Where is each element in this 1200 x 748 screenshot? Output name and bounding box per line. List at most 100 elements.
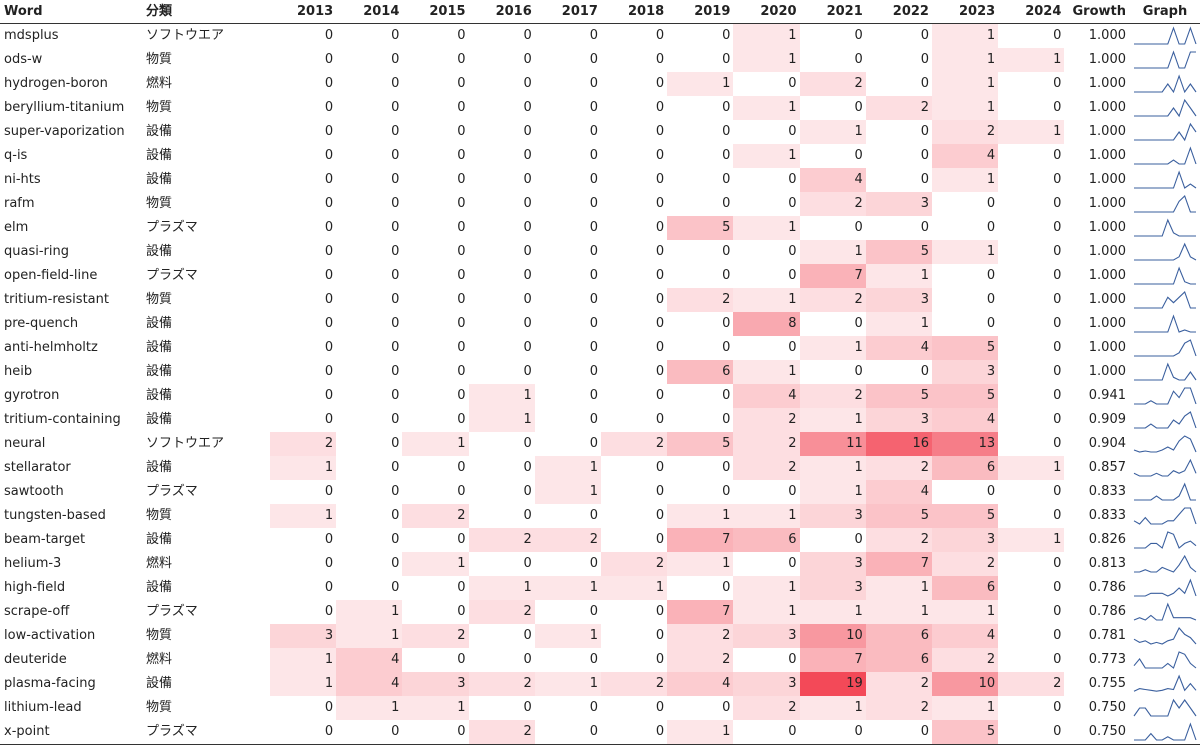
word-cell[interactable]: mdsplus <box>4 28 59 43</box>
count-cell-2018[interactable]: 2 <box>601 672 668 696</box>
count-cell-2021[interactable]: 1 <box>799 456 866 480</box>
header-year-2013[interactable]: 2013 <box>297 4 334 19</box>
growth-cell[interactable]: 1.000 <box>1088 100 1126 115</box>
count-cell-2015[interactable]: 0 <box>457 220 466 235</box>
header-year-2018[interactable]: 2018 <box>628 4 665 19</box>
count-cell-2013[interactable]: 0 <box>324 124 334 139</box>
count-cell-2020[interactable]: 0 <box>788 172 797 187</box>
count-cell-2018[interactable]: 0 <box>655 724 665 739</box>
count-cell-2017[interactable]: 0 <box>589 124 598 139</box>
category-cell[interactable]: ソフトウエア <box>146 28 225 43</box>
header-year-2023[interactable]: 2023 <box>959 4 996 19</box>
count-cell-2019[interactable]: 0 <box>722 340 731 355</box>
count-cell-2018[interactable]: 0 <box>655 52 665 67</box>
growth-cell[interactable]: 1.000 <box>1088 292 1126 307</box>
count-cell-2023[interactable]: 0 <box>986 268 996 283</box>
count-cell-2022[interactable]: 0 <box>920 52 929 67</box>
header-year-2022[interactable]: 2022 <box>892 4 929 19</box>
count-cell-2020[interactable]: 4 <box>733 384 800 408</box>
count-cell-2022[interactable]: 4 <box>865 480 932 504</box>
category-cell[interactable]: 設備 <box>146 364 173 379</box>
count-cell-2015[interactable]: 0 <box>457 148 466 163</box>
count-cell-2013[interactable]: 0 <box>324 580 334 595</box>
growth-cell[interactable]: 0.826 <box>1088 532 1126 547</box>
count-cell-2021[interactable]: 0 <box>854 220 863 235</box>
count-cell-2016[interactable]: 1 <box>468 576 535 600</box>
count-cell-2017[interactable]: 0 <box>589 52 598 67</box>
count-cell-2020[interactable]: 0 <box>788 652 797 667</box>
count-cell-2015[interactable]: 0 <box>457 388 466 403</box>
count-cell-2018[interactable]: 0 <box>655 628 665 643</box>
count-cell-2013[interactable]: 0 <box>324 340 334 355</box>
count-cell-2017[interactable]: 0 <box>589 28 598 43</box>
table-row[interactable]: lithium-lead 物質 0 1 1 0 0 0 0 2 1 2 1 0 0.750 <box>0 696 1200 720</box>
count-cell-2020[interactable]: 2 <box>733 408 800 432</box>
growth-cell[interactable]: 1.000 <box>1088 172 1126 187</box>
count-cell-2015[interactable]: 1 <box>402 696 469 720</box>
count-cell-2014[interactable]: 0 <box>391 436 400 451</box>
growth-cell[interactable]: 1.000 <box>1088 244 1126 259</box>
count-cell-2016[interactable]: 0 <box>523 484 532 499</box>
word-cell[interactable]: neural <box>4 436 46 451</box>
count-cell-2019[interactable]: 0 <box>722 580 731 595</box>
count-cell-2019[interactable]: 1 <box>667 720 734 744</box>
category-cell[interactable]: 設備 <box>146 676 173 691</box>
word-cell[interactable]: lithium-lead <box>4 700 82 715</box>
category-cell[interactable]: 設備 <box>146 148 173 163</box>
count-cell-2015[interactable]: 0 <box>457 292 466 307</box>
count-cell-2020[interactable]: 1 <box>733 576 800 600</box>
count-cell-2014[interactable]: 0 <box>391 76 400 91</box>
count-cell-2023[interactable]: 1 <box>932 72 999 96</box>
count-cell-2023[interactable]: 1 <box>932 48 999 72</box>
header-year-2019[interactable]: 2019 <box>694 4 731 19</box>
count-cell-2015[interactable]: 0 <box>457 340 466 355</box>
table-row[interactable]: tungsten-based 物質 1 0 2 0 0 0 1 1 3 5 5 0 0.833 <box>0 504 1200 528</box>
count-cell-2019[interactable]: 1 <box>667 72 734 96</box>
count-cell-2015[interactable]: 0 <box>457 460 466 475</box>
count-cell-2021[interactable]: 2 <box>799 288 866 312</box>
count-cell-2015[interactable]: 0 <box>457 196 466 211</box>
category-cell[interactable]: プラズマ <box>146 724 198 739</box>
count-cell-2019[interactable]: 0 <box>722 52 731 67</box>
count-cell-2016[interactable]: 0 <box>523 268 532 283</box>
count-cell-2014[interactable]: 0 <box>391 724 400 739</box>
growth-cell[interactable]: 1.000 <box>1088 124 1126 139</box>
table-row[interactable]: ods-w 物質 0 0 0 0 0 0 0 1 0 0 1 1 1.000 <box>0 48 1200 72</box>
table-row[interactable]: deuteride 燃料 1 4 0 0 0 0 2 0 7 6 2 0 0.773 <box>0 648 1200 672</box>
count-cell-2015[interactable]: 0 <box>457 652 466 667</box>
count-cell-2017[interactable]: 0 <box>589 724 598 739</box>
count-cell-2020[interactable]: 1 <box>733 360 800 384</box>
count-cell-2023[interactable]: 10 <box>932 672 999 696</box>
word-cell[interactable]: sawtooth <box>4 484 64 499</box>
count-cell-2013[interactable]: 0 <box>324 556 334 571</box>
count-cell-2021[interactable]: 0 <box>854 364 863 379</box>
category-cell[interactable]: 設備 <box>146 580 173 595</box>
word-cell[interactable]: open-field-line <box>4 268 98 283</box>
count-cell-2024[interactable]: 0 <box>1053 316 1062 331</box>
count-cell-2020[interactable]: 8 <box>733 312 800 336</box>
count-cell-2018[interactable]: 0 <box>655 196 665 211</box>
count-cell-2015[interactable]: 0 <box>457 28 466 43</box>
word-cell[interactable]: anti-helmholtz <box>4 340 98 355</box>
count-cell-2016[interactable]: 0 <box>523 28 532 43</box>
count-cell-2013[interactable]: 0 <box>324 700 334 715</box>
count-cell-2013[interactable]: 0 <box>324 196 334 211</box>
count-cell-2014[interactable]: 0 <box>391 268 400 283</box>
count-cell-2014[interactable]: 0 <box>391 100 400 115</box>
count-cell-2019[interactable]: 0 <box>722 412 731 427</box>
table-row[interactable]: x-point プラズマ 0 0 0 2 0 0 1 0 0 0 5 0 0.750 <box>0 720 1200 744</box>
count-cell-2013[interactable]: 0 <box>324 388 334 403</box>
count-cell-2022[interactable]: 3 <box>865 288 932 312</box>
count-cell-2015[interactable]: 2 <box>402 624 469 648</box>
count-cell-2021[interactable]: 0 <box>854 148 863 163</box>
count-cell-2024[interactable]: 0 <box>1053 724 1062 739</box>
count-cell-2013[interactable]: 0 <box>324 292 334 307</box>
count-cell-2017[interactable]: 0 <box>589 340 598 355</box>
count-cell-2018[interactable]: 2 <box>601 432 668 456</box>
growth-cell[interactable]: 0.813 <box>1088 556 1126 571</box>
count-cell-2015[interactable]: 0 <box>457 268 466 283</box>
count-cell-2017[interactable]: 0 <box>589 268 598 283</box>
count-cell-2019[interactable]: 6 <box>667 360 734 384</box>
count-cell-2022[interactable]: 1 <box>865 312 932 336</box>
count-cell-2018[interactable]: 0 <box>655 100 665 115</box>
